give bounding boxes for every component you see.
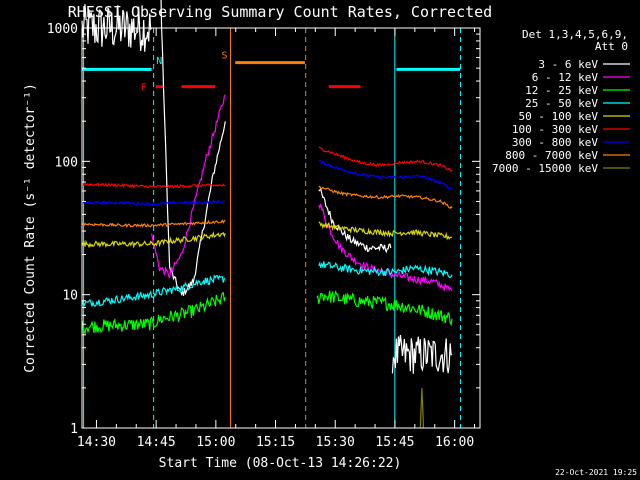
- series-7: [81, 185, 453, 228]
- plot-area: N F S: [81, 0, 461, 429]
- y-tick-label: 1000: [47, 22, 78, 37]
- series-4-segment-1: [318, 221, 453, 241]
- x-tick-label: 15:15: [256, 435, 295, 450]
- series-6-segment-0: [81, 199, 226, 207]
- series-8: [419, 387, 425, 429]
- legend-label-3: 25 - 50 keV: [525, 97, 598, 110]
- series-3: [81, 261, 453, 307]
- series-6-segment-1: [318, 160, 453, 190]
- legend-label-4: 50 - 100 keV: [519, 110, 599, 123]
- series-1-segment-1: [318, 203, 453, 292]
- series-1-segment-0: [151, 94, 226, 279]
- legend-label-8: 7000 - 15000 keV: [492, 162, 598, 175]
- legend-label-5: 100 - 300 keV: [512, 123, 598, 136]
- y-tick-label: 10: [62, 289, 78, 304]
- series-7-segment-0: [81, 219, 226, 228]
- series-0-segment-2: [318, 187, 392, 254]
- legend-label-2: 12 - 25 keV: [525, 84, 598, 97]
- series-6: [81, 160, 453, 207]
- series-0-segment-3: [391, 334, 453, 374]
- x-tick-label: 15:45: [375, 435, 414, 450]
- series-4: [81, 221, 453, 249]
- series-2: [81, 289, 453, 335]
- flag-label-f: F: [141, 83, 147, 94]
- flag-label-n: N: [156, 56, 162, 67]
- series-2-segment-0: [81, 291, 226, 335]
- x-tick-label: 14:30: [77, 435, 116, 450]
- axes: 1 10 100 1000 14:30 14:45 15:00 15:15 15:30 15:45…: [47, 22, 480, 450]
- series-3-segment-0: [81, 274, 226, 307]
- plot-frame: [81, 27, 481, 429]
- x-axis-label: Start Time (08-Oct-13 14:26:22): [159, 456, 402, 471]
- series-5: [81, 146, 453, 190]
- y-tick-label: 100: [55, 155, 78, 170]
- series-1: [151, 94, 453, 292]
- legend-label-0: 3 - 6 keV: [538, 58, 598, 71]
- x-tick-label: 14:45: [137, 435, 176, 450]
- y-tick-label: 1: [70, 422, 78, 437]
- series-0-segment-1: [160, 0, 226, 296]
- chart-title: RHESSI Observing Summary Count Rates, Co…: [68, 3, 492, 21]
- series-5-segment-1: [318, 146, 453, 172]
- flag-label-s: S: [221, 51, 227, 62]
- legend-label-6: 300 - 800 keV: [512, 136, 598, 149]
- footer-timestamp: 22-Oct-2021 19:25: [555, 468, 637, 477]
- x-tick-label: 15:30: [316, 435, 355, 450]
- legend-header: Det 1,3,4,5,6,9,: [522, 28, 628, 41]
- legend-header: Att 0: [595, 40, 628, 53]
- series-8-segment-0: [419, 387, 425, 429]
- x-tick-label: 15:00: [196, 435, 235, 450]
- series-5-segment-0: [81, 182, 226, 190]
- series-7-segment-1: [318, 185, 453, 209]
- legend-label-7: 800 - 7000 keV: [505, 149, 598, 162]
- y-axis-label: Corrected Count Rate (s⁻¹ detector⁻¹): [23, 83, 38, 373]
- x-tick-label: 16:00: [435, 435, 474, 450]
- series-3-segment-1: [318, 261, 453, 279]
- legend-label-1: 6 - 12 keV: [532, 71, 599, 84]
- series-2-segment-1: [316, 289, 453, 327]
- series-4-segment-0: [81, 230, 226, 249]
